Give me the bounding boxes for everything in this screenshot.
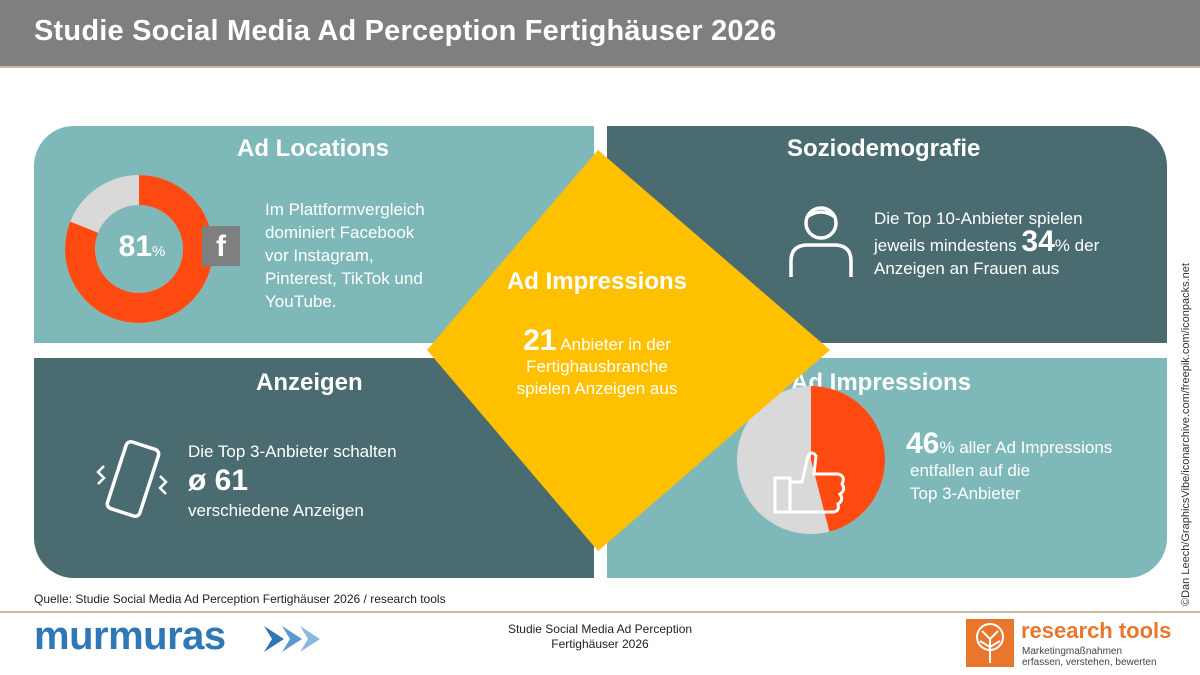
ad-impressions-right-line-2: entfallen auf die	[910, 461, 1031, 480]
impressions-line-1-post: aller Ad Impressions	[954, 438, 1113, 457]
donut-share-arc	[65, 175, 213, 323]
anzeigen-value: ø 61	[188, 464, 249, 497]
facebook-icon: f	[202, 226, 240, 266]
page-title: Studie Social Media Ad Perception Fertig…	[34, 15, 777, 47]
facebook-share-donut	[65, 175, 213, 323]
anzeigen-text: Die Top 3-Anbieter schalten ø 61 verschi…	[188, 440, 397, 522]
soziodemografie-unit: %	[1054, 236, 1070, 255]
anzeigen-line-3: verschiedene Anzeigen	[188, 501, 364, 520]
soziodemografie-value: 34	[1021, 225, 1055, 258]
research-tools-tagline-1: Marketingmaßnahmen	[1022, 646, 1123, 657]
footer-center-text: Studie Social Media Ad Perception Fertig…	[470, 622, 730, 652]
tree-logo-icon	[966, 619, 1014, 667]
murmuras-logo-text: murmuras	[34, 614, 226, 658]
soziodemografie-post: der	[1074, 236, 1100, 255]
footer-center-line-1: Studie Social Media Ad Perception	[507, 622, 693, 636]
ad-impressions-right-line-3: Top 3-Anbieter	[910, 484, 1021, 503]
center-line-1-post: Anbieter in der	[560, 335, 671, 354]
impressions-unit: %	[939, 438, 955, 457]
facebook-icon-letter: f	[216, 230, 226, 263]
ad-locations-line: Im Plattformvergleich	[265, 200, 425, 219]
ad-locations-line: Pinterest, TikTok und	[265, 269, 423, 288]
anzeigen-line-1: Die Top 3-Anbieter schalten	[188, 442, 397, 461]
ad-locations-line: YouTube.	[265, 292, 337, 311]
ad-impressions-center-text: 21 Anbieter in der Fertighausbranche spi…	[482, 326, 712, 400]
footer-divider	[0, 611, 1200, 613]
ad-impressions-right-text: 46% aller Ad Impressions entfallen auf d…	[906, 429, 1113, 505]
donut-percent-unit: %	[152, 243, 166, 260]
thumbs-up-icon	[773, 451, 846, 514]
person-icon	[789, 206, 853, 277]
footer-center-line-2: Fertighäuser 2026	[551, 637, 649, 651]
center-line-1: 21 Anbieter in der	[482, 326, 712, 356]
center-line-2: Fertighausbranche	[526, 357, 668, 376]
ad-impressions-right-line-1: 46% aller Ad Impressions	[906, 429, 1113, 459]
center-value: 21	[523, 324, 557, 357]
research-tools-tagline-2: erfassen, verstehen, bewerten	[1022, 657, 1157, 668]
anzeigen-title: Anzeigen	[256, 369, 363, 396]
ad-locations-title: Ad Locations	[237, 135, 390, 162]
ad-locations-text: Im Plattformvergleich dominiert Facebook…	[265, 198, 425, 313]
soziodemografie-text: Die Top 10-Anbieter spielen jeweils mind…	[874, 207, 1099, 280]
murmuras-arrow-icon	[264, 626, 320, 652]
center-line-3: spielen Anzeigen aus	[516, 379, 678, 398]
impressions-value: 46	[906, 427, 940, 460]
donut-label: 81%	[92, 230, 192, 264]
vibrating-phone-icon	[96, 440, 168, 518]
soziodemografie-pre: jeweils mindestens	[874, 236, 1017, 255]
ad-impressions-center-title: Ad Impressions	[506, 268, 688, 295]
donut-percent: 81	[118, 230, 153, 263]
header-bar: Studie Social Media Ad Perception Fertig…	[0, 0, 1200, 68]
soziodemografie-line-1: Die Top 10-Anbieter spielen	[874, 209, 1083, 228]
soziodemografie-line-2: jeweils mindestens 34% der	[874, 227, 1100, 257]
image-credit: ©Dan Leech/GraphicsVibe/iconarchive.com/…	[1180, 263, 1192, 606]
ad-locations-line: vor Instagram,	[265, 246, 374, 265]
soziodemografie-title: Soziodemografie	[787, 135, 981, 162]
research-tools-tagline: Marketingmaßnahmen erfassen, verstehen, …	[1022, 646, 1157, 668]
research-tools-logo-text: research tools	[1021, 618, 1172, 643]
ad-locations-line: dominiert Facebook	[265, 223, 415, 242]
soziodemografie-line-3: Anzeigen an Frauen aus	[874, 259, 1060, 278]
source-note: Quelle: Studie Social Media Ad Perceptio…	[34, 592, 446, 606]
